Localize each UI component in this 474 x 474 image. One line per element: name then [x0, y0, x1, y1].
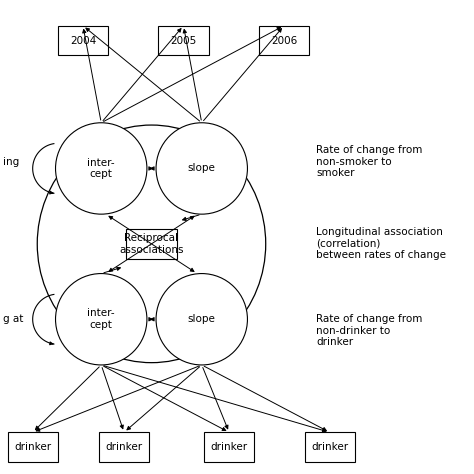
Circle shape: [55, 123, 147, 214]
Circle shape: [156, 273, 247, 365]
Circle shape: [55, 273, 147, 365]
Text: inter-
cept: inter- cept: [87, 309, 115, 330]
Text: 2004: 2004: [70, 36, 96, 46]
Text: drinker: drinker: [106, 442, 143, 452]
Text: Longitudinal association
(correlation)
between rates of change: Longitudinal association (correlation) b…: [316, 227, 446, 260]
Text: ing: ing: [3, 156, 19, 166]
FancyBboxPatch shape: [305, 432, 355, 462]
FancyBboxPatch shape: [204, 432, 254, 462]
Text: 2006: 2006: [271, 36, 297, 46]
FancyBboxPatch shape: [8, 432, 58, 462]
Text: Rate of change from
non-drinker to
drinker: Rate of change from non-drinker to drink…: [316, 314, 422, 347]
Text: Rate of change from
non-smoker to
smoker: Rate of change from non-smoker to smoker: [316, 145, 422, 178]
Circle shape: [156, 123, 247, 214]
Text: g at: g at: [3, 314, 23, 324]
Text: 2005: 2005: [170, 36, 197, 46]
Text: inter-
cept: inter- cept: [87, 158, 115, 179]
Text: Reciprocal
associations: Reciprocal associations: [119, 233, 184, 255]
FancyBboxPatch shape: [158, 26, 209, 55]
FancyBboxPatch shape: [99, 432, 149, 462]
Text: slope: slope: [188, 164, 216, 173]
Text: drinker: drinker: [210, 442, 248, 452]
FancyBboxPatch shape: [259, 26, 309, 55]
Text: drinker: drinker: [311, 442, 348, 452]
FancyBboxPatch shape: [58, 26, 108, 55]
Text: drinker: drinker: [14, 442, 51, 452]
FancyBboxPatch shape: [127, 229, 177, 259]
Text: slope: slope: [188, 314, 216, 324]
